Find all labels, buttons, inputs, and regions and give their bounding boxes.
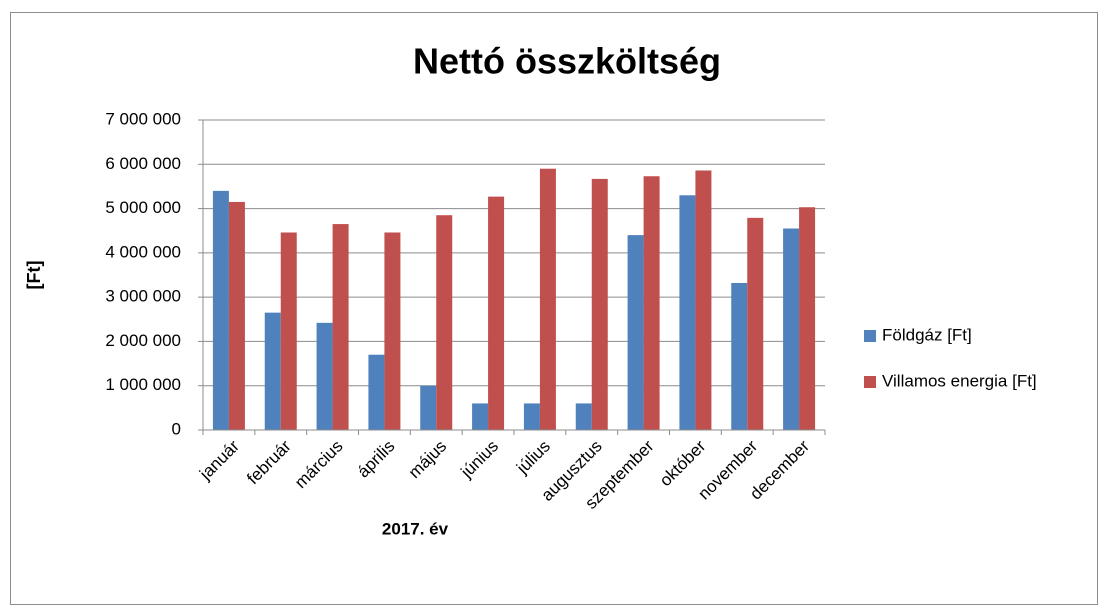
bar: [384, 232, 401, 430]
y-tick-label: 0: [172, 419, 181, 438]
bar: [591, 178, 608, 430]
bar: [280, 232, 297, 430]
legend-label: Földgáz [Ft]: [882, 325, 972, 344]
y-tick-label: 6 000 000: [105, 154, 181, 173]
bar: [747, 217, 764, 430]
bar: [332, 224, 349, 430]
bar: [368, 354, 385, 430]
bar: [228, 201, 245, 430]
y-tick-label: 4 000 000: [105, 242, 181, 261]
bar: [420, 385, 437, 430]
bar: [695, 170, 712, 430]
bar: [523, 403, 540, 430]
chart-title: Nettó összköltség: [413, 41, 721, 82]
y-tick-label: 5 000 000: [105, 198, 181, 217]
bar: [627, 235, 644, 430]
bar: [436, 215, 453, 430]
bar: [679, 195, 696, 430]
legend-swatch: [864, 330, 876, 342]
y-tick-label: 2 000 000: [105, 331, 181, 350]
bar: [731, 282, 748, 430]
legend-label: Villamos energia [Ft]: [882, 371, 1037, 390]
bar: [472, 403, 489, 430]
y-tick-label: 1 000 000: [105, 375, 181, 394]
bar: [799, 207, 816, 430]
bar: [643, 176, 660, 430]
y-tick-label: 7 000 000: [105, 109, 181, 128]
bar: [264, 312, 281, 430]
y-axis-title: [Ft]: [24, 261, 44, 290]
bar: [575, 403, 592, 430]
bar: [488, 196, 505, 430]
bar: [316, 322, 333, 430]
bar: [539, 168, 556, 430]
y-tick-label: 3 000 000: [105, 287, 181, 306]
legend-swatch: [864, 376, 876, 388]
x-axis-title: 2017. év: [382, 519, 449, 538]
bar: [783, 228, 800, 430]
bar: [212, 190, 229, 430]
